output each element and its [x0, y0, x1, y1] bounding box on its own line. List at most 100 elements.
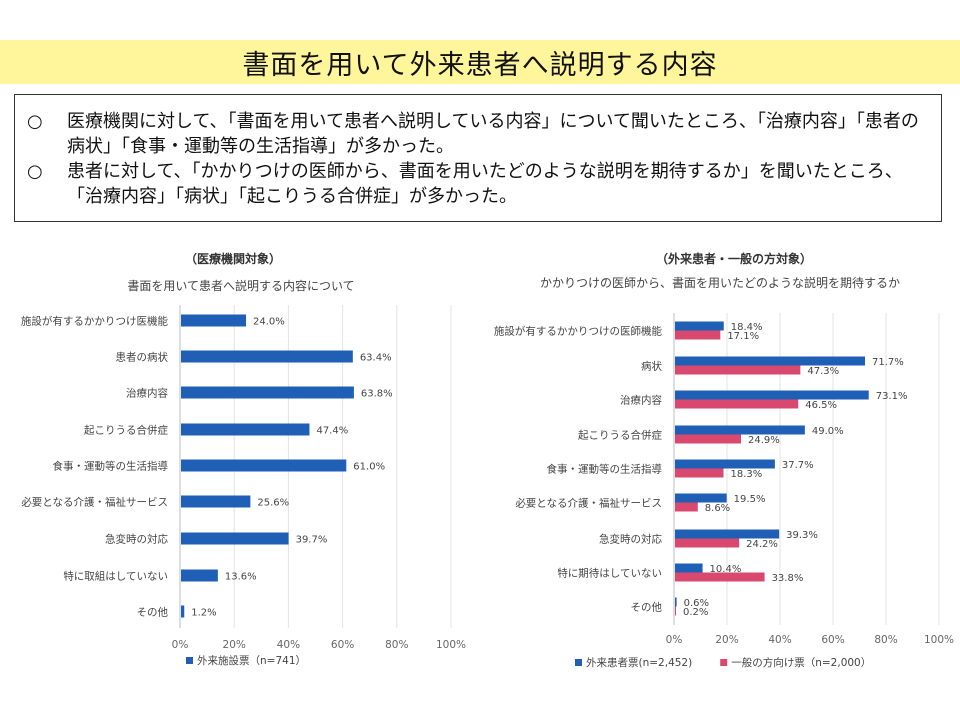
title-band: 書面を用いて外来患者へ説明する内容 [0, 40, 960, 84]
x-tick-label: 60% [331, 639, 354, 651]
data-label: 61.0% [353, 462, 385, 473]
data-label: 46.5% [805, 400, 837, 411]
category-label: 病状 [641, 360, 662, 373]
summary-text-2: 患者に対して、「かかりつけの医師から、書面を用いたどのような説明を期待するか」を… [67, 161, 903, 207]
category-label: 起こりうる合併症 [578, 429, 662, 442]
data-label: 24.0% [253, 317, 285, 328]
data-label: 18.3% [730, 469, 762, 480]
summary-line-1: ○ 医療機関に対して、「書面を用いて患者へ説明している内容」について聞いたところ、… [27, 109, 927, 159]
data-label: 63.4% [360, 353, 392, 364]
x-tick-label: 100% [924, 634, 954, 646]
data-label: 25.6% [257, 498, 289, 509]
legend-label: 一般の方向け票（n=2,000） [731, 656, 871, 669]
legend-label: 外来患者票(n=2,452) [586, 657, 692, 669]
category-label: 患者の病状 [116, 351, 169, 364]
data-label: 47.3% [807, 366, 839, 377]
data-label: 33.8% [772, 573, 804, 584]
category-label: 急変時の対応 [105, 533, 168, 546]
data-label: 71.7% [872, 357, 904, 368]
page-title: 書面を用いて外来患者へ説明する内容 [242, 49, 718, 81]
data-label: 37.7% [782, 460, 814, 471]
legend-label: 外来施設票（n=741） [197, 654, 306, 667]
category-label: その他 [137, 606, 169, 619]
category-label: 施設が有するかかりつけ医機能 [21, 315, 169, 328]
x-tick-label: 100% [436, 639, 466, 651]
bar-primary [675, 459, 775, 469]
bullet-circle-icon: ○ [27, 111, 43, 132]
x-tick-label: 40% [277, 639, 300, 651]
bar-primary [181, 314, 247, 327]
category-label: 必要となる介護・福祉サービス [21, 496, 168, 509]
data-label: 13.6% [225, 572, 257, 583]
x-tick-label: 60% [821, 634, 844, 646]
category-label: 食事・運動等の生活指導 [547, 463, 663, 476]
data-label: 73.1% [876, 391, 908, 402]
bar-primary [675, 425, 805, 435]
x-tick-label: 80% [874, 634, 897, 646]
chart-heading: （外来患者・一般の方対象） [656, 251, 812, 266]
bar-primary [675, 529, 780, 539]
bar-primary [675, 563, 703, 573]
category-label: 治療内容 [620, 394, 662, 407]
bar-primary [181, 423, 310, 436]
bar-secondary [675, 434, 741, 444]
data-label: 49.0% [812, 426, 844, 437]
data-label: 39.7% [296, 535, 328, 546]
data-label: 18.4% [731, 322, 763, 333]
bar-primary [675, 493, 727, 503]
data-label: 0.2% [683, 607, 708, 618]
chart-heading: （医療機関対象） [185, 251, 281, 266]
category-label: 食事・運動等の生活指導 [53, 460, 169, 473]
legend-swatch [186, 657, 193, 664]
category-label: 特に期待はしていない [557, 567, 662, 580]
x-tick-label: 0% [172, 639, 189, 651]
x-tick-label: 20% [223, 639, 246, 651]
bar-primary [181, 605, 185, 618]
data-label: 8.6% [705, 503, 730, 514]
bar-secondary [675, 365, 801, 375]
bar-secondary [675, 606, 676, 616]
data-label: 63.8% [361, 389, 393, 400]
bar-secondary [675, 502, 698, 512]
bar-primary [181, 495, 251, 508]
data-label: 39.3% [786, 530, 818, 541]
data-label: 24.2% [746, 539, 778, 550]
x-tick-label: 40% [768, 634, 791, 646]
bar-primary [181, 386, 354, 399]
x-tick-label: 80% [385, 639, 408, 651]
bar-primary [181, 532, 289, 545]
data-label: 10.4% [710, 564, 742, 575]
data-label: 1.2% [191, 608, 216, 619]
data-label: 47.4% [316, 426, 348, 437]
bar-primary [675, 321, 724, 331]
bar-primary [675, 597, 677, 607]
summary-text-1: 医療機関に対して、「書面を用いて患者へ説明している内容」について聞いたところ、「… [67, 111, 919, 157]
legend-swatch [720, 659, 728, 666]
summary-line-2: ○ 患者に対して、「かかりつけの医師から、書面を用いたどのような説明を期待するか」… [27, 159, 927, 209]
category-label: 起こりうる合併症 [84, 424, 168, 437]
data-label: 0.6% [684, 598, 709, 609]
data-label: 24.9% [748, 435, 780, 446]
bar-primary [675, 356, 866, 366]
category-label: その他 [631, 601, 663, 614]
chart-title: かかりつけの医師から、書面を用いたどのような説明を期待するか [540, 275, 900, 290]
bar-primary [181, 569, 218, 582]
x-tick-label: 20% [715, 634, 738, 646]
bar-secondary [675, 468, 724, 478]
bar-secondary [675, 538, 740, 548]
bar-primary [181, 350, 353, 363]
category-label: 施設が有するかかりつけの医師機能 [494, 325, 663, 338]
legend-swatch [575, 659, 582, 666]
bar-secondary [675, 572, 765, 582]
bar-secondary [675, 330, 721, 340]
category-label: 必要となる介護・福祉サービス [515, 497, 662, 510]
bullet-circle-icon: ○ [27, 161, 43, 182]
category-label: 特に取組はしていない [63, 570, 168, 583]
bar-secondary [675, 399, 799, 409]
chart-title: 書面を用いて患者へ説明する内容について [127, 278, 354, 293]
data-label: 19.5% [734, 494, 766, 505]
data-label: 17.1% [727, 331, 759, 342]
category-label: 治療内容 [126, 387, 168, 400]
summary-box: ○ 医療機関に対して、「書面を用いて患者へ説明している内容」について聞いたところ、… [14, 94, 942, 222]
